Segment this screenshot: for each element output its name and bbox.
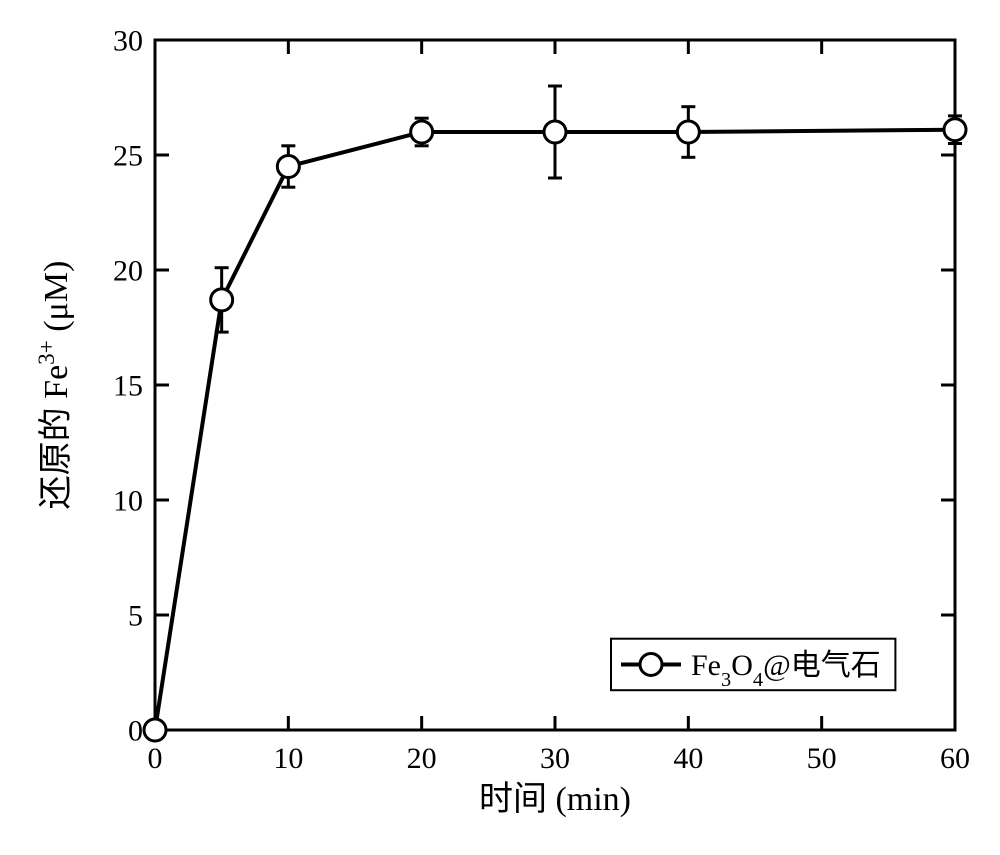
y-tick-label: 30	[113, 25, 143, 58]
data-marker	[944, 119, 966, 141]
x-tick-label: 0	[148, 742, 163, 775]
y-tick-label: 5	[128, 600, 143, 633]
y-tick-label: 0	[128, 715, 143, 748]
x-tick-label: 30	[540, 742, 570, 775]
y-tick-label: 10	[113, 485, 143, 518]
chart-container: 0 10 20 30 40 50 60 0 5 10 15 20 25 30 时间 (min) 还原的 Fe3…	[0, 0, 1000, 855]
y-tick-label: 15	[113, 370, 143, 403]
y-axis-label-group: 还原的 Fe3+ (μM)	[34, 261, 75, 510]
x-axis-label: 时间 (min)	[479, 781, 631, 818]
y-axis-label: 还原的 Fe3+ (μM)	[34, 261, 75, 510]
x-tick-label: 50	[807, 742, 837, 775]
y-tick-label: 25	[113, 140, 143, 173]
data-marker	[677, 121, 699, 143]
data-marker	[211, 289, 233, 311]
x-tick-label: 10	[273, 742, 303, 775]
x-tick-label: 40	[673, 742, 703, 775]
data-marker	[411, 121, 433, 143]
legend: Fe3O4@电气石	[611, 639, 895, 691]
y-tick-label: 20	[113, 255, 143, 288]
data-marker	[144, 719, 166, 741]
data-marker	[277, 156, 299, 178]
x-tick-label: 60	[940, 742, 970, 775]
legend-sample-marker	[640, 653, 662, 675]
chart-svg: 0 10 20 30 40 50 60 0 5 10 15 20 25 30 时间 (min) 还原的 Fe3…	[0, 0, 1000, 855]
x-tick-label: 20	[407, 742, 437, 775]
data-marker	[544, 121, 566, 143]
